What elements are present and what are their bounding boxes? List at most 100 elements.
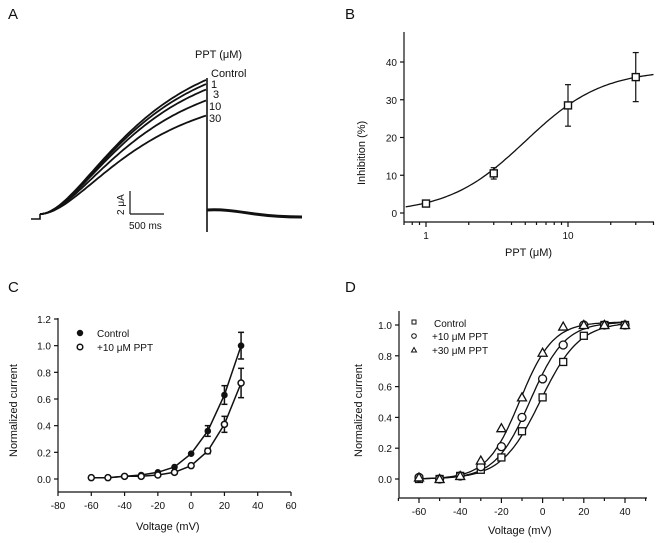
data-point [563,101,573,110]
current-trace-10 [39,99,207,215]
data-point-ppt [120,472,129,481]
data-point-control [187,450,195,457]
x-tick-label: -60 [84,501,99,512]
trace-label-30: 30 [209,113,221,125]
scale-bar-x-label: 500 ms [129,221,162,232]
panel-a-label: A [8,6,18,23]
data-point-ppt [104,473,112,482]
data-point-control [538,393,547,402]
panel-b-y-axis-title: Inhibition (%) [356,121,368,185]
panel-b-x-axis-title: PPT (μM) [505,247,552,259]
legend-marker-ppt30 [410,346,418,353]
y-tick-label: 0.6 [378,383,392,394]
trace-label-3: 3 [213,89,219,101]
tail-current-trace [206,208,303,219]
data-point-ppt30 [413,471,425,482]
y-tick-label: 1.2 [37,315,51,326]
y-tick-label: 0.0 [378,475,392,486]
y-tick-label: 0.2 [378,444,392,455]
y-tick-label: 40 [386,58,398,69]
data-point-ppt30 [495,422,508,433]
panel-c-chart: 0.0 0.2 0.4 0.6 0.8 1.0 1.2 -80 -60 -40 -20 0 20 40 60… [8,315,297,533]
y-tick-label: 1.0 [37,342,51,353]
data-point-ppt30 [598,319,611,330]
x-tick-label: 20 [219,501,231,512]
data-point-ppt [204,447,212,455]
data-point-ppt30 [578,319,590,330]
data-point-ppt30 [619,319,631,330]
data-point-control [579,331,588,340]
current-trace-30 [39,114,207,215]
series-line [91,382,242,479]
legend-marker-ppt10 [76,343,84,351]
trace-label-control: Control [211,68,246,80]
trace-label-1: 1 [211,79,217,91]
data-point-control [221,391,228,399]
data-point-ppt [87,473,96,482]
x-tick-label: -40 [117,501,132,512]
y-tick-label: 0.4 [37,422,51,433]
data-point-control [517,427,527,436]
legend-label-ppt10: +10 μM PPT [97,343,153,354]
legend-label-ppt10: +10 μM PPT [432,332,488,343]
legend-label-ppt30: +30 μM PPT [432,346,488,357]
data-point-ppt30 [433,473,446,484]
data-point-control [497,453,506,462]
data-point-ppt30 [454,470,466,481]
x-tick-label: -20 [151,501,166,512]
data-point-control [171,463,178,471]
legend-marker-ppt10 [411,333,417,339]
x-tick-label: -40 [453,507,468,518]
x-tick-label: 20 [578,507,590,518]
panel-d-y-axis-title: Normalized current [353,364,365,457]
x-tick-label: 10 [562,231,574,242]
panel-c-label: C [8,279,19,296]
legend-marker-control [76,329,84,337]
scale-bar-y-label: 2 μA [116,194,127,215]
current-trace-control [39,79,207,215]
y-tick-label: 0.4 [378,413,392,424]
panel-d-chart: 0.0 0.2 0.4 0.6 0.8 1.0 -60 -40 -20 0 20 40 Voltage… [353,311,647,537]
y-tick-label: 0.6 [37,395,51,406]
data-point-ppt [237,379,245,387]
y-tick-label: 0.2 [37,448,51,459]
data-point-ppt [137,472,145,481]
panel-d-label: D [345,279,356,296]
legend-label-control: Control [97,329,129,340]
data-point-ppt10 [517,412,527,423]
y-tick-label: 10 [386,171,398,182]
panel-a-title: PPT (μM) [195,49,242,61]
panel-a-traces: PPT (μM) 2 μA 500 ms Control 1 3 10 30 [31,49,303,232]
legend-marker-control [411,319,417,325]
holding-current-trace [31,214,41,220]
panel-c-x-axis-title: Voltage (mV) [136,521,200,533]
data-point [421,199,431,208]
data-point-ppt [187,461,195,470]
x-tick-label: 40 [252,501,264,512]
data-point-ppt30 [475,454,487,465]
data-point-ppt10 [558,340,568,350]
data-point [631,72,640,82]
x-tick-label: 1 [423,231,429,242]
x-tick-label: 0 [540,507,546,518]
data-point-ppt [220,420,229,429]
trace-label-10: 10 [209,101,221,113]
x-tick-label: 60 [285,501,297,512]
data-point-ppt30 [516,391,528,402]
data-point-control [237,342,245,349]
legend-label-control: Control [434,319,466,330]
x-tick-label: -60 [412,507,427,518]
data-point-ppt30 [536,346,549,357]
y-tick-label: 0.0 [37,475,51,486]
hill-fit-curve [405,73,654,208]
data-point-control [204,427,212,435]
y-tick-label: 0 [391,209,397,220]
panel-b-chart: 0 10 20 30 40 1 10 PPT (μM) Inhibition (%) [356,32,655,259]
x-tick-label: -20 [494,507,509,518]
panel-d-x-axis-title: Voltage (mV) [488,525,552,537]
data-point-ppt [154,471,162,479]
data-point-ppt30 [557,320,569,331]
x-tick-label: -80 [51,501,66,512]
data-point-ppt10 [537,374,548,384]
